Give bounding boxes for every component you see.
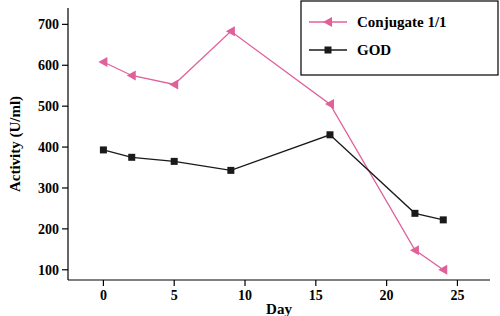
- chart: 100 200 300 400 500 600 700 0 5 10 15 20 25 Day Activi…: [0, 0, 500, 316]
- x-tick-label: 0: [100, 288, 107, 303]
- x-tick: [103, 280, 104, 286]
- data-point: [127, 70, 136, 80]
- legend-marker: [325, 47, 332, 54]
- data-point: [226, 26, 235, 36]
- x-tick-label: 15: [309, 288, 323, 303]
- x-tick: [386, 280, 387, 286]
- series-line: [103, 135, 443, 220]
- x-tick: [457, 280, 458, 286]
- data-point: [440, 216, 447, 223]
- data-point: [100, 146, 107, 153]
- y-tick: [62, 24, 68, 25]
- x-tick: [315, 280, 316, 286]
- y-tick-label: 500: [38, 99, 59, 114]
- data-point: [411, 210, 418, 217]
- x-tick-label: 20: [380, 288, 394, 303]
- x-axis: [68, 279, 490, 280]
- y-tick-label: 100: [38, 263, 59, 278]
- y-tick: [62, 106, 68, 107]
- x-tick-label: 5: [171, 288, 178, 303]
- y-tick-label: 200: [38, 222, 59, 237]
- y-tick-label: 400: [38, 140, 59, 155]
- x-tick-label: 10: [238, 288, 252, 303]
- chart-svg: 100 200 300 400 500 600 700 0 5 10 15 20 25 Day Activi…: [0, 0, 500, 316]
- data-point: [410, 245, 419, 255]
- legend-label: GOD: [357, 42, 391, 58]
- y-tick-label: 600: [38, 58, 59, 73]
- data-point: [325, 99, 334, 109]
- y-tick: [62, 65, 68, 66]
- x-tick: [174, 280, 175, 286]
- legend-label: Conjugate 1/1: [357, 14, 447, 30]
- data-point: [128, 154, 135, 161]
- y-tick: [62, 269, 68, 270]
- y-tick: [62, 228, 68, 229]
- data-point: [171, 158, 178, 165]
- data-point: [326, 131, 333, 138]
- y-tick-label: 700: [38, 17, 59, 32]
- y-axis-label: Activity (U/ml): [7, 96, 24, 192]
- legend-box: [301, 1, 498, 75]
- y-tick: [62, 146, 68, 147]
- x-tick-label: 25: [450, 288, 464, 303]
- x-tick: [244, 280, 245, 286]
- y-tick-label: 300: [38, 181, 59, 196]
- data-point: [227, 167, 234, 174]
- x-axis-label: Day: [266, 301, 292, 316]
- data-point: [169, 79, 178, 89]
- y-tick: [62, 187, 68, 188]
- y-axis: [67, 8, 68, 280]
- data-point: [438, 265, 447, 275]
- data-point: [98, 57, 107, 67]
- legend: Conjugate 1/1 GOD: [301, 1, 498, 75]
- legend-marker: [323, 17, 332, 27]
